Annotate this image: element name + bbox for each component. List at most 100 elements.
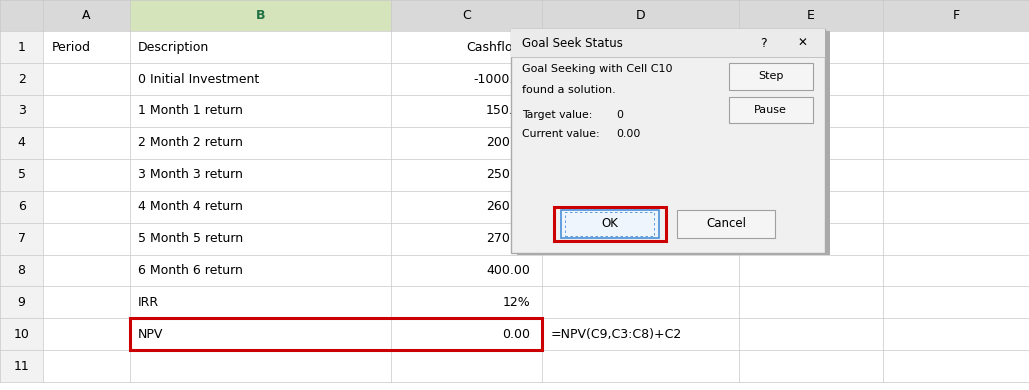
Bar (391, 31, 542, 63)
Text: 6: 6 (17, 200, 26, 213)
Bar (391, 223, 542, 255)
Bar (43, 318, 130, 350)
Bar (883, 318, 1029, 350)
Bar (0, 286, 43, 318)
Bar (883, 127, 1029, 159)
Bar (542, 127, 739, 159)
Bar (391, 350, 542, 382)
Text: -1000.00: -1000.00 (473, 73, 530, 85)
Bar (391, 318, 542, 350)
Bar (0, 350, 43, 382)
Bar (554, 207, 666, 241)
Text: =NPV(C9,C3:C8)+C2: =NPV(C9,C3:C8)+C2 (551, 328, 682, 341)
Text: 8: 8 (17, 264, 26, 277)
Bar (542, 255, 739, 286)
Text: 2 Month 2 return: 2 Month 2 return (138, 136, 243, 149)
Bar (542, 63, 739, 95)
Text: 250.00: 250.00 (486, 168, 530, 181)
Bar (739, 255, 883, 286)
Text: Goal Seeking with Cell C10: Goal Seeking with Cell C10 (522, 64, 672, 74)
Text: found a solution.: found a solution. (522, 85, 615, 95)
Text: 0 Initial Investment: 0 Initial Investment (138, 73, 259, 85)
Text: Goal Seek Status: Goal Seek Status (522, 37, 623, 50)
Text: 400.00: 400.00 (486, 264, 530, 277)
Bar (739, 191, 883, 223)
Bar (511, 29, 825, 57)
Bar (739, 95, 883, 127)
FancyBboxPatch shape (677, 210, 775, 238)
Bar (43, 127, 130, 159)
Bar (883, 31, 1029, 63)
Text: 1: 1 (17, 41, 26, 54)
Bar (391, 127, 542, 159)
Bar (43, 0, 130, 31)
Text: 260.00: 260.00 (486, 200, 530, 213)
Bar (130, 191, 391, 223)
Bar (883, 95, 1029, 127)
Text: Step: Step (758, 71, 783, 82)
Bar (0, 0, 43, 31)
Bar (739, 223, 883, 255)
Bar (391, 63, 542, 95)
Text: Target value:: Target value: (522, 110, 592, 120)
Bar (130, 31, 391, 63)
Text: ✕: ✕ (797, 37, 808, 50)
Text: 4 Month 4 return: 4 Month 4 return (138, 200, 243, 213)
FancyBboxPatch shape (729, 63, 813, 90)
Text: IRR: IRR (138, 296, 159, 309)
Bar (391, 0, 542, 31)
Text: 200.00: 200.00 (486, 136, 530, 149)
Text: 6 Month 6 return: 6 Month 6 return (138, 264, 243, 277)
Bar (0, 191, 43, 223)
Bar (517, 31, 830, 255)
Bar (0, 31, 43, 63)
Bar (542, 318, 739, 350)
Bar (43, 95, 130, 127)
Bar (130, 318, 542, 350)
Bar (130, 286, 391, 318)
Text: 0.00: 0.00 (616, 129, 641, 139)
Bar (542, 159, 739, 191)
Bar (739, 318, 883, 350)
Text: Pause: Pause (754, 105, 787, 115)
Bar (130, 223, 391, 255)
Bar (130, 95, 391, 127)
Bar (542, 286, 739, 318)
Text: 5: 5 (17, 168, 26, 181)
Bar (391, 255, 542, 286)
Bar (883, 63, 1029, 95)
Text: 7: 7 (17, 232, 26, 245)
Bar (565, 212, 654, 236)
Text: C: C (462, 9, 471, 22)
Text: 150.00: 150.00 (486, 105, 530, 117)
FancyBboxPatch shape (561, 210, 659, 238)
Bar (739, 31, 883, 63)
Text: Current value:: Current value: (522, 129, 599, 139)
Bar (883, 159, 1029, 191)
Bar (43, 255, 130, 286)
Bar (0, 255, 43, 286)
Bar (883, 255, 1029, 286)
Text: D: D (636, 9, 645, 22)
Bar (0, 318, 43, 350)
Text: 11: 11 (13, 360, 30, 373)
Text: 4: 4 (17, 136, 26, 149)
Bar (130, 159, 391, 191)
Text: Period: Period (51, 41, 91, 54)
FancyBboxPatch shape (729, 97, 813, 123)
Bar (391, 286, 542, 318)
Bar (542, 191, 739, 223)
Bar (739, 286, 883, 318)
Text: Cashflows: Cashflows (467, 41, 530, 54)
Bar (130, 350, 391, 382)
Bar (542, 95, 739, 127)
Text: ?: ? (760, 37, 767, 50)
Text: F: F (953, 9, 959, 22)
Text: 3: 3 (17, 105, 26, 117)
Text: 0: 0 (616, 110, 624, 120)
Text: 3 Month 3 return: 3 Month 3 return (138, 168, 243, 181)
Text: 270.00: 270.00 (486, 232, 530, 245)
Text: B: B (255, 9, 265, 22)
Bar (130, 255, 391, 286)
Text: A: A (82, 9, 91, 22)
